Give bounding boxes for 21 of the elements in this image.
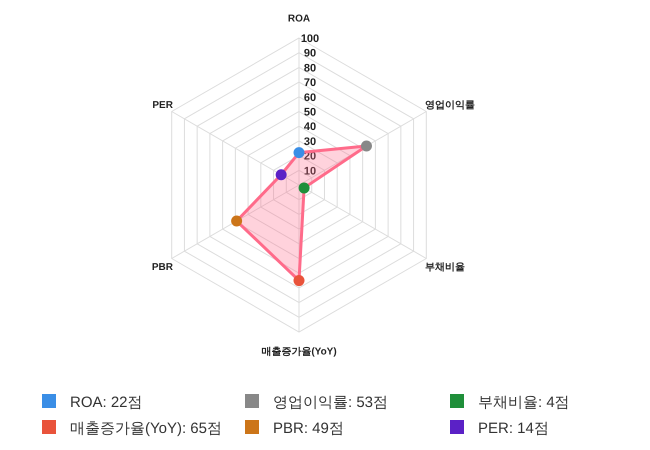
y-tick-label: 10 <box>304 165 316 178</box>
text: ROA: 22점 <box>70 394 143 411</box>
y-tick-label: 70 <box>304 77 316 90</box>
spoke-label: ROA <box>288 13 310 24</box>
spoke-label: 매출증가율(YoY) <box>261 346 337 358</box>
y-tick-label: 40 <box>304 121 316 134</box>
text: 부채비율: 4점 <box>478 394 570 411</box>
y-tick-label: 60 <box>304 92 316 104</box>
spoke-label: PBR <box>152 262 174 273</box>
text: PER: 14점 <box>478 420 549 437</box>
spoke-label: 부채비율 <box>425 262 466 273</box>
text: PBR: 49점 <box>273 420 344 437</box>
y-tick-label: 30 <box>304 136 316 148</box>
y-tick-label: 90 <box>304 48 316 60</box>
text: 영업이익률: 53점 <box>273 394 388 411</box>
spoke-label: PER <box>152 100 174 112</box>
y-tick-label: 50 <box>304 106 316 118</box>
y-tick-label: 80 <box>304 62 316 74</box>
text: 매출증가율(YoY): 65점 <box>70 420 222 437</box>
y-tick-label: 100 <box>300 33 320 45</box>
spoke-label: 영업이익률 <box>425 100 476 112</box>
